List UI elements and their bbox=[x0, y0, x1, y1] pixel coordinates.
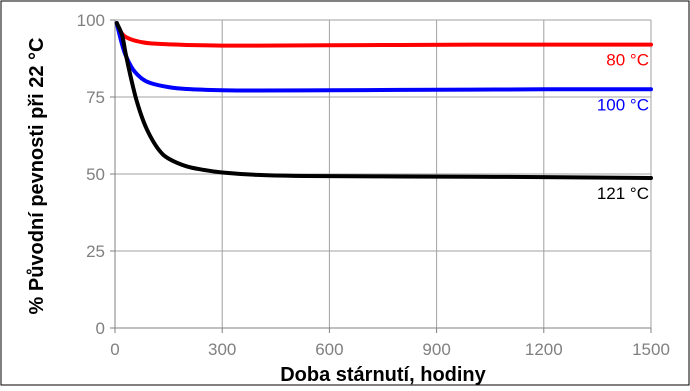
series-labels: 80 °C 100 °C 121 °C bbox=[597, 51, 649, 203]
series-lines bbox=[114, 21, 653, 181]
x-tick-label: 300 bbox=[208, 340, 236, 359]
x-tick-label: 1200 bbox=[525, 340, 563, 359]
y-tick-label: 100 bbox=[77, 11, 105, 30]
x-tick-labels: 0 300 600 900 1200 1500 bbox=[110, 340, 670, 359]
series-label-2: 121 °C bbox=[597, 184, 649, 203]
series-line-2 bbox=[114, 21, 653, 181]
y-tick-label: 75 bbox=[86, 88, 105, 107]
x-tick-label: 1500 bbox=[632, 340, 670, 359]
y-tick-labels: 0 25 50 75 100 bbox=[77, 11, 105, 338]
y-tick-label: 50 bbox=[86, 165, 105, 184]
x-tick-label: 600 bbox=[315, 340, 343, 359]
series-label-0: 80 °C bbox=[606, 51, 649, 70]
axes bbox=[110, 19, 652, 333]
x-tick-label: 900 bbox=[422, 340, 450, 359]
y-tick-label: 25 bbox=[86, 242, 105, 261]
x-axis-title: Doba stárnutí, hodiny bbox=[280, 364, 486, 386]
y-tick-label: 0 bbox=[96, 319, 105, 338]
grid-lines bbox=[115, 19, 652, 328]
y-axis-title: % Původní pevnosti při 22 °C bbox=[26, 38, 48, 315]
series-label-1: 100 °C bbox=[597, 95, 649, 114]
x-tick-label: 0 bbox=[110, 340, 119, 359]
